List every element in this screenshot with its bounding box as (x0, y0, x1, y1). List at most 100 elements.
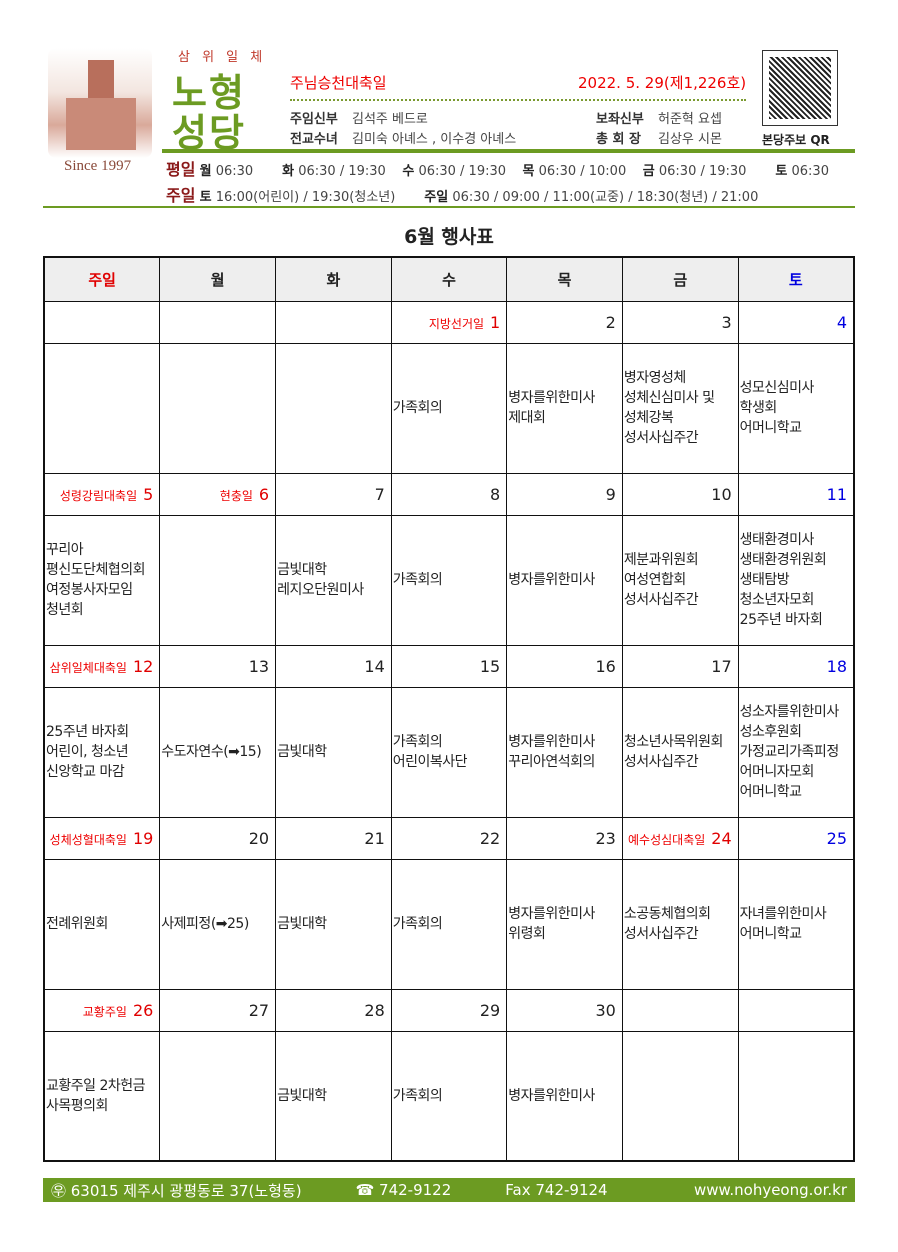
events-cell (159, 1030, 277, 1162)
day-number: 14 (364, 656, 385, 676)
date-cell: 16 (506, 644, 623, 688)
event-item: 가족회의 (392, 916, 443, 932)
event-item: 꾸리아 (46, 542, 84, 558)
time: 06:30 / 10:00 (538, 164, 627, 179)
events-cell (159, 342, 277, 474)
events-cell: 병자를위한미사 위령회 (506, 858, 623, 990)
staff-name: 김미숙 아녜스 , 이수경 아녜스 (352, 132, 517, 147)
day-number: 21 (364, 828, 385, 848)
date-cell: 성체성혈대축일 19 (43, 816, 161, 860)
events-cell: 가족회의 어린이복사단 (390, 686, 508, 818)
events-cell: 생태환경미사 생태환경위원회 생태탐방 청소년자모회 25주년 바자회 (737, 514, 855, 646)
day-number: 23 (595, 828, 616, 848)
events-cell: 병자를위한미사 꾸리아연석회의 (506, 686, 623, 818)
issue-date: 2022. 5. 29(제1,226호) (578, 74, 747, 92)
event-item: 제분과위원회 (623, 552, 699, 568)
day-number: 4 (836, 312, 847, 332)
event-row: 25주년 바자회 어린이, 청소년 신앙학교 마감 수도자연수(➡15) 금빛대학 가족회… (43, 686, 855, 818)
day-number: 17 (711, 656, 732, 676)
date-row: 성체성혈대축일 19 20 21 22 23 예수성심대축일 24 25 (43, 816, 855, 860)
date-row: 교황주일 26 27 28 29 30 (43, 988, 855, 1032)
weekday-label: 평일 (166, 160, 196, 179)
time: 06:30 / 19:30 (658, 164, 747, 179)
church-illustration (48, 48, 152, 158)
holiday-label: 현충일 (219, 488, 253, 503)
date-cell: 30 (506, 988, 623, 1032)
event-item: 가족회의 (392, 734, 443, 750)
weekday-header: 토 (737, 256, 855, 302)
event-item: 성체신심미사 및 (623, 390, 715, 406)
footer-bar: ㉾ 63015 제주시 광평동로 37(노형동) ☎ 742-9122 Fax … (43, 1178, 855, 1202)
events-cell: 가족회의 (390, 514, 508, 646)
date-cell: 15 (390, 644, 508, 688)
date-cell: 8 (390, 472, 508, 516)
staff-name: 허준혁 요셉 (658, 112, 722, 127)
date-row: 삼위일체대축일 12 13 14 15 16 17 18 (43, 644, 855, 688)
day-number: 9 (605, 484, 616, 504)
weekday-header: 수 (390, 256, 508, 302)
holiday-label: 성체성혈대축일 (49, 832, 127, 847)
event-item: 가정교리가족피정 (739, 744, 840, 760)
date-cell: 4 (737, 300, 855, 344)
date-cell: 교황주일 26 (43, 988, 161, 1032)
sunday-mass-times: 주일 토 16:00(어린이) / 19:30(청소년) 주일 06:30 / … (166, 182, 758, 206)
day-number: 18 (826, 656, 847, 676)
event-item: 가족회의 (392, 400, 443, 416)
parish-name-line1: 노형 (172, 71, 246, 115)
events-cell: 25주년 바자회 어린이, 청소년 신앙학교 마감 (43, 686, 161, 818)
event-item: 신앙학교 마감 (46, 764, 125, 780)
event-item: 가족회의 (392, 1087, 443, 1104)
time: 16:00(어린이) / 19:30(청소년) (215, 190, 396, 205)
date-cell: 현충일 6 (159, 472, 277, 516)
event-item: 성서사십주간 (623, 592, 699, 608)
events-cell: 교황주일 2차헌금 사목평의회 (43, 1030, 161, 1162)
events-cell: 제분과위원회 여성연합회 성서사십주간 (621, 514, 739, 646)
day-number: 12 (132, 656, 154, 676)
fax: Fax 742-9124 (505, 1181, 608, 1199)
event-row: 꾸리아 평신도단체협의회 여정봉사자모임 청년회 금빛대학 레지오단원미사 가족회의 병자를위… (43, 514, 855, 646)
date-cell: 9 (506, 472, 623, 516)
qr-code[interactable] (762, 50, 838, 126)
events-cell: 금빛대학 (275, 858, 392, 990)
parish-name-line2: 성당 (172, 111, 246, 155)
events-cell: 성모신심미사 학생회 어머니학교 (737, 342, 855, 474)
website-link[interactable]: www.nohyeong.or.kr (693, 1181, 847, 1199)
event-item: 자녀를위한미사 (739, 906, 827, 922)
events-cell: 금빛대학 (275, 1030, 392, 1162)
day-number: 1 (490, 312, 501, 332)
date-cell: 삼위일체대축일 12 (43, 644, 161, 688)
date-cell (621, 988, 739, 1032)
events-cell: 가족회의 (390, 342, 508, 474)
date-cell (275, 300, 392, 344)
event-item: 25주년 바자회 (46, 724, 129, 740)
date-cell: 21 (275, 816, 392, 860)
date-cell: 14 (275, 644, 392, 688)
event-item: 교황주일 2차헌금 (46, 1077, 146, 1094)
date-row: 성령강림대축일 5 현충일 6 7 8 9 10 11 (43, 472, 855, 516)
day-number: 26 (132, 1000, 154, 1020)
divider (43, 206, 855, 208)
day-number: 5 (143, 484, 154, 504)
events-cell: 병자영성체 성체신심미사 및 성체강복 성서사십주간 (621, 342, 739, 474)
day-number: 19 (132, 828, 154, 848)
day: 주일 (424, 190, 449, 205)
day-number: 29 (479, 1000, 501, 1020)
since-label: Since 1997 (64, 158, 132, 174)
event-item: 생태환경미사 (739, 532, 815, 548)
divider (162, 149, 855, 153)
qr-label: 본당주보 QR (762, 133, 830, 147)
event-item: 여정봉사자모임 (46, 582, 133, 598)
holiday-label: 예수성심대축일 (628, 832, 706, 847)
date-cell: 10 (621, 472, 739, 516)
date-cell: 23 (506, 816, 623, 860)
events-cell: 금빛대학 레지오단원미사 (275, 514, 392, 646)
date-cell: 13 (159, 644, 277, 688)
day-number: 25 (826, 828, 847, 848)
staff-role: 전교수녀 (290, 132, 338, 147)
event-item: 어머니학교 (739, 420, 802, 436)
time: 06:30 / 09:00 / 11:00(교중) / 18:30(청년) / … (452, 190, 759, 205)
event-item: 금빛대학 (277, 1087, 327, 1104)
event-item: 병자를위한미사 (508, 906, 595, 922)
event-item: 성소자를위한미사 (739, 704, 840, 720)
date-cell: 20 (159, 816, 277, 860)
